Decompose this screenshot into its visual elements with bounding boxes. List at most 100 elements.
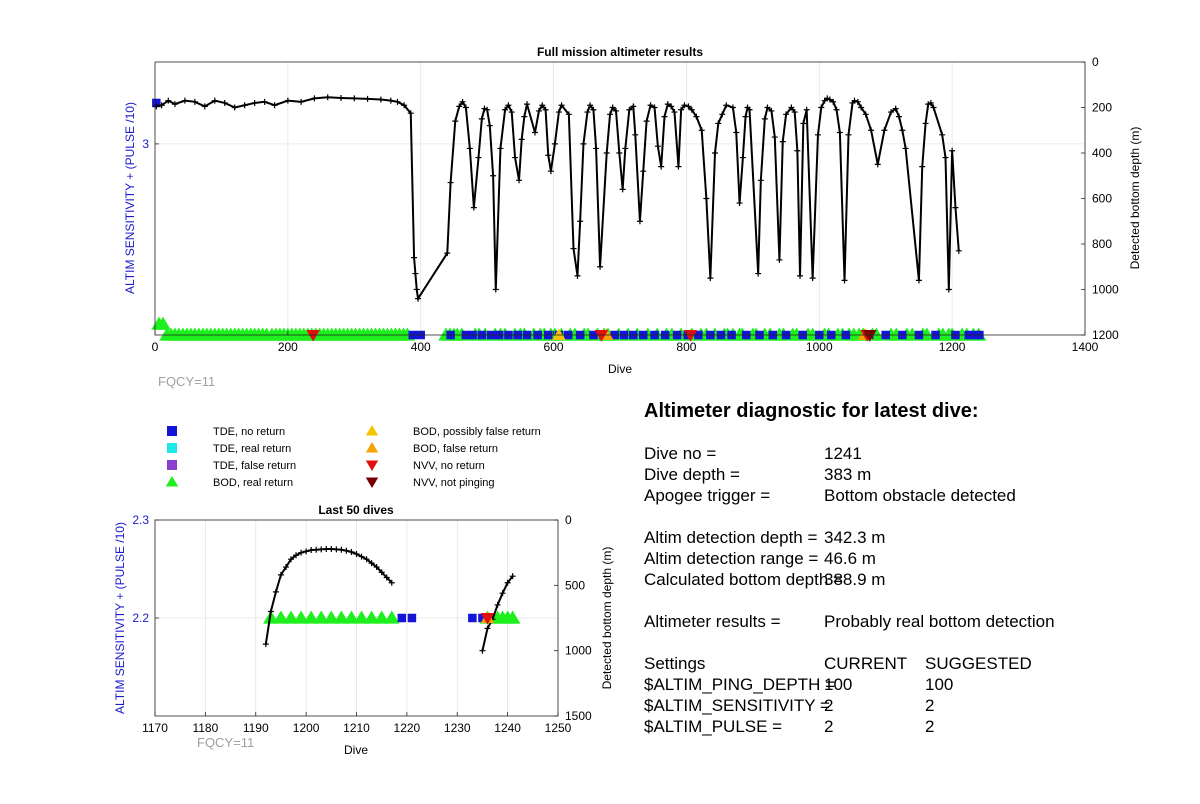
depth-point [509,573,516,580]
depth-point [746,106,753,113]
depth-point [791,109,798,116]
legend-marker [365,460,379,471]
altim-depth-label: Altim detection depth = [644,528,818,547]
depth-point [664,101,671,108]
depth-point [915,277,922,284]
top-chart-right-ticks: 0 200 400 600 800 1000 1200 [1081,55,1119,342]
legend-marker [365,477,379,488]
depth-point [881,127,888,134]
depth-point [619,186,626,193]
depth-point [444,250,451,257]
depth-point [333,546,340,553]
setting-row: $ALTIM_PULSE = 2 2 [644,716,1184,737]
depth-point [836,129,843,136]
depth-point [524,101,530,108]
depth-point [558,102,565,109]
depth-point [632,131,639,138]
setting-current: 2 [824,696,834,715]
depth-point [794,147,801,154]
depth-point [577,218,584,225]
depth-point [484,625,491,632]
depth-point [551,140,558,147]
depth-point [272,588,279,595]
depth-point [377,96,384,103]
bod-real-return-marker [363,610,380,624]
depth-point [338,94,344,101]
legend-label: BOD, false return [413,443,498,455]
depth-point [693,113,700,120]
depth-point [364,95,371,102]
depth-point [407,110,414,117]
depth-point [584,109,591,116]
x-tick-label: 1240 [494,721,521,735]
legend-marker [167,443,177,453]
depth-point [580,140,587,147]
nvv-not-pinging-marker [862,330,877,342]
diagnostic-title: Altimeter diagnostic for latest dive: [644,400,979,422]
depth-point [284,97,291,104]
depth-point [824,95,831,102]
depth-point [654,143,661,150]
nvv-no-return-marker [594,330,609,342]
bod-real-return-marker [303,610,319,624]
bod-real-return-marker [323,610,340,624]
depth-point [277,571,284,578]
depth-point [251,99,258,106]
depth-point [868,127,875,134]
depth-point [668,103,675,110]
depth-point [603,150,610,156]
nvv-no-return-marker [306,330,320,342]
altim-depth-value: 342.3 m [824,528,886,547]
legend-label: NVV, not pinging [413,477,495,489]
legend-marker [165,476,179,487]
depth-point [809,275,816,282]
calc-bottom-label: Calculated bottom depth = [644,570,843,589]
depth-point [930,104,937,111]
depth-point [459,98,466,105]
x-tick-label: 1170 [142,721,168,735]
x-tick-label: 1400 [1072,340,1099,354]
depth-point [512,154,519,161]
depth-point [545,152,552,159]
depth-point [497,145,504,152]
depth-point [271,102,278,109]
bottom-chart-x-ticks: 1170 1180 1190 1200 1210 1220 1230 1240 1250 [142,712,572,735]
depth-point [555,109,562,116]
depth-point [797,272,804,279]
last-50-dives-chart: 1170 1180 1190 1200 1210 1220 1230 1240 1250 2.2… [113,503,614,757]
bod-real-return-marker [333,610,350,624]
depth-point [165,97,172,104]
depth-point [874,161,881,168]
depth-point [303,548,310,555]
setting-current: 2 [824,717,834,736]
depth-point [383,574,390,581]
setting-name: $ALTIM_PULSE = [644,717,783,736]
depth-point [452,118,459,125]
depth-point [490,172,497,179]
legend-marker [167,426,177,436]
depth-point [547,168,554,175]
depth-point [892,105,899,112]
depth-point [181,97,188,104]
bottom-chart-right-label: Detected bottom depth (m) [600,547,614,690]
depth-point [494,601,501,608]
tde-no-return-marker [397,613,407,623]
depth-point [681,102,688,109]
depth-point [261,98,268,105]
depth-point [761,115,768,122]
depth-point [394,98,401,105]
bod-real-return-marker [504,610,521,624]
depth-point [647,102,654,109]
depth-point [587,102,594,109]
bod-real-return-marker [273,610,289,624]
depth-point [593,145,600,152]
depth-point [539,102,546,109]
depth-point [771,134,778,141]
depth-point [643,118,650,125]
left-tick-label: 2.3 [132,513,149,527]
bod-real-return-marker [353,610,370,624]
depth-point [475,154,482,161]
depth-point [590,106,597,113]
dive-depth-row: Dive depth = 383 m [644,464,1184,485]
